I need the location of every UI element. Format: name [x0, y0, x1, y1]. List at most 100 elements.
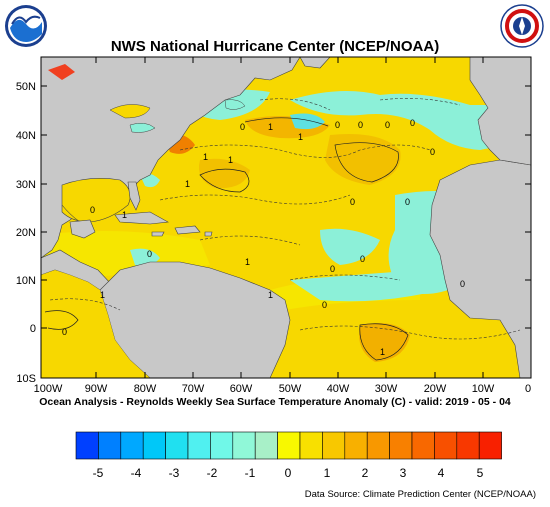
contour-label: 0 — [405, 197, 410, 207]
contour-label: 1 — [203, 152, 208, 162]
great-lakes — [109, 104, 151, 119]
contour-label: 1 — [100, 290, 105, 300]
legend-label: -1 — [245, 466, 256, 480]
gulf-of-mexico — [61, 178, 131, 223]
lon-label: 50W — [279, 383, 302, 395]
land-greenland — [299, 57, 331, 69]
legend-swatch — [434, 431, 458, 460]
legend-swatch — [254, 431, 278, 460]
lat-label: 30N — [16, 179, 36, 191]
nws-logo — [500, 4, 544, 48]
contour-label: 0 — [62, 327, 67, 337]
contour-lines-solid — [44, 117, 409, 361]
legend-swatch — [232, 431, 256, 460]
lon-label: 30W — [375, 383, 398, 395]
legend-swatch — [277, 431, 301, 460]
land-hispaniola — [174, 225, 201, 235]
contour-lines — [49, 98, 521, 340]
contour-label: 1 — [185, 179, 190, 189]
lon-label: 90W — [85, 383, 108, 395]
contour-label: 1 — [228, 155, 233, 165]
lon-label: 0 — [525, 383, 531, 395]
page-title: NWS National Hurricane Center (NCEP/NOAA… — [110, 38, 440, 55]
legend-swatch — [344, 431, 368, 460]
lon-label: 80W — [134, 383, 157, 395]
gulf-st-lawrence — [224, 99, 246, 110]
lon-label: 100W — [34, 383, 63, 395]
legend-label: 1 — [324, 466, 331, 480]
cool-anomaly-region — [320, 228, 380, 265]
land-puerto-rico — [204, 231, 213, 237]
contour-label: 0 — [350, 197, 355, 207]
legend-swatch — [322, 431, 346, 460]
legend-label: 0 — [285, 466, 292, 480]
great-lakes — [129, 122, 156, 133]
warm-anomaly-region — [359, 322, 410, 362]
legend-swatch — [478, 431, 502, 460]
map-frame — [40, 56, 532, 379]
lon-label: 60W — [230, 383, 253, 395]
contour-label: 1 — [380, 347, 385, 357]
nws-logo-icon — [500, 4, 544, 48]
contour-label: 0 — [90, 205, 95, 215]
legend-swatch — [389, 431, 413, 460]
legend-label: -5 — [93, 466, 104, 480]
hot-spot — [48, 64, 75, 80]
data-source: Data Source: Climate Prediction Center (… — [304, 489, 536, 500]
contour-label: 1 — [245, 257, 250, 267]
legend-swatch — [456, 431, 480, 460]
contour-label: 0 — [360, 254, 365, 264]
contour-label: 0 — [430, 147, 435, 157]
land-jamaica — [151, 231, 165, 237]
legend-label: 3 — [400, 466, 407, 480]
contour-label: 0 — [410, 118, 415, 128]
legend-swatch — [366, 431, 390, 460]
legend-label: 5 — [477, 466, 484, 480]
lon-label: 40W — [327, 383, 350, 395]
longitude-axis: 100W 90W 80W 70W 60W 50W 40W 30W 20W 10W… — [34, 57, 531, 395]
lon-label: 10W — [472, 383, 495, 395]
contour-label: 1 — [298, 132, 303, 142]
legend-swatch — [142, 431, 166, 460]
contour-label: 0 — [335, 120, 340, 130]
land-yucatan — [69, 219, 96, 239]
contour-label: 0 — [358, 120, 363, 130]
lat-label: 10S — [16, 373, 36, 385]
contour-label: 0 — [330, 264, 335, 274]
lat-label: 0 — [30, 323, 36, 335]
legend-label: -4 — [131, 466, 142, 480]
pacific-ocean — [41, 270, 150, 378]
legend-label: 4 — [438, 466, 445, 480]
lat-label: 10N — [16, 275, 36, 287]
legend-swatch — [75, 431, 99, 460]
contour-label: 1 — [268, 122, 273, 132]
lat-label: 20N — [16, 227, 36, 239]
contour-label: 0 — [385, 120, 390, 130]
land-cuba — [114, 211, 169, 225]
latitude-axis: 50N 40N 30N 20N 10N 0 10S — [16, 81, 531, 385]
map-subtitle: Ocean Analysis - Reynolds Weekly Sea Sur… — [39, 396, 511, 408]
legend-swatch — [98, 431, 122, 460]
land-europe — [469, 57, 531, 166]
legend-swatch — [120, 431, 144, 460]
legend-swatch — [411, 431, 435, 460]
legend-swatch — [299, 431, 323, 460]
warm-anomaly-region — [199, 158, 250, 189]
legend-label: 2 — [362, 466, 369, 480]
noaa-logo — [4, 4, 48, 48]
contour-label: 0 — [322, 300, 327, 310]
color-legend — [75, 431, 502, 460]
legend-swatch — [165, 431, 189, 460]
cool-anomaly-region — [290, 270, 440, 302]
legend-label: -2 — [207, 466, 218, 480]
land-florida — [127, 181, 141, 211]
cool-anomaly-region — [290, 91, 531, 150]
contour-label: 0 — [240, 122, 245, 132]
noaa-logo-icon — [5, 5, 47, 47]
legend-swatch — [187, 431, 211, 460]
cool-anomaly-region — [290, 113, 325, 130]
contour-label: 0 — [460, 279, 465, 289]
lon-label: 20W — [424, 383, 447, 395]
lat-label: 50N — [16, 81, 36, 93]
